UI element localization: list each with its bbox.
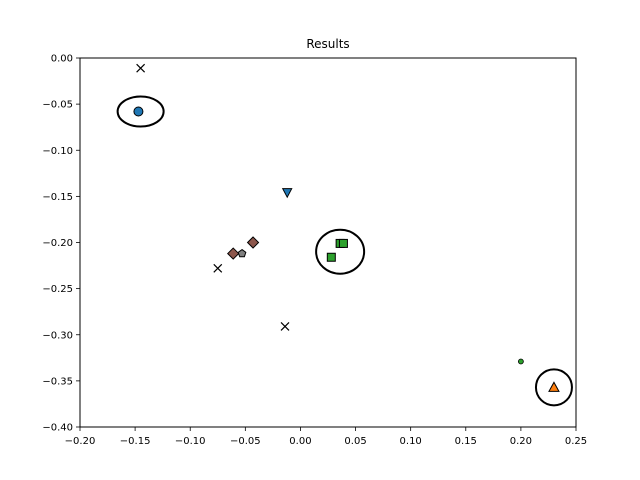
data-point-triangle-up — [548, 381, 560, 392]
y-tick-label: −0.15 — [42, 192, 73, 203]
axis-ticks: −0.20 −0.15 −0.10 −0.05 0.00 0.05 0.10 0.15 0.20… — [42, 54, 587, 448]
data-point-pentagon — [237, 248, 247, 258]
x-tick-label: 0.15 — [455, 436, 477, 447]
x-tick-label: 0.25 — [565, 436, 587, 447]
data-point-x — [280, 322, 290, 331]
chart-title: Results — [306, 37, 349, 51]
y-tick-label: −0.25 — [42, 284, 73, 295]
data-point-square — [338, 238, 348, 248]
y-tick-label: 0.00 — [51, 54, 73, 65]
data-point-circle — [133, 106, 144, 117]
data-point-diamond — [246, 236, 260, 249]
data-point-triangle-down — [281, 188, 293, 199]
x-tick-label: −0.05 — [230, 436, 261, 447]
x-tick-label: 0.05 — [344, 436, 366, 447]
x-tick-label: 0.00 — [289, 436, 311, 447]
y-tick-label: −0.10 — [42, 146, 73, 157]
highlight-circle — [315, 228, 366, 275]
x-tick-label: −0.15 — [120, 436, 151, 447]
data-point-small-circle — [517, 358, 524, 365]
plot-area — [116, 63, 573, 407]
data-point-x — [136, 63, 146, 73]
highlight-circle — [534, 368, 573, 407]
x-tick-label: 0.10 — [400, 436, 422, 447]
y-tick-label: −0.35 — [42, 376, 73, 387]
y-tick-label: −0.40 — [42, 423, 73, 434]
x-tick-label: −0.20 — [65, 436, 96, 447]
data-point-diamond — [227, 247, 240, 260]
data-point-square — [326, 252, 336, 262]
highlight-circle — [116, 95, 165, 128]
y-tick-label: −0.30 — [42, 330, 73, 341]
x-tick-label: 0.20 — [510, 436, 532, 447]
x-tick-label: −0.10 — [175, 436, 206, 447]
y-tick-label: −0.20 — [42, 238, 73, 249]
y-tick-label: −0.05 — [42, 100, 73, 111]
data-point-x — [213, 263, 223, 273]
